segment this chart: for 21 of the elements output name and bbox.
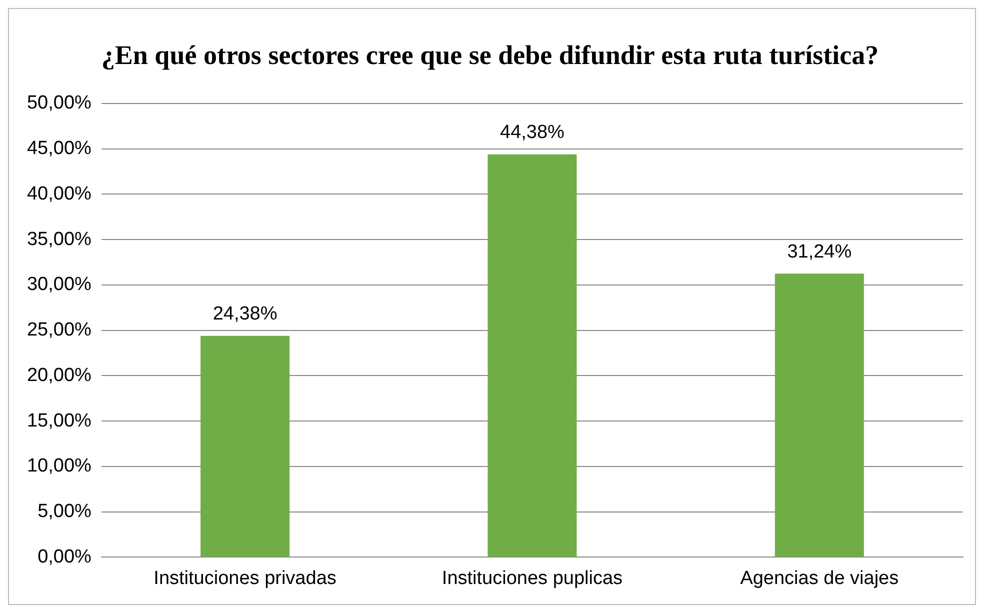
bar bbox=[200, 336, 290, 557]
y-tick-label: 50,00% bbox=[26, 92, 92, 114]
data-label: 24,38% bbox=[212, 304, 278, 325]
x-tick-label: Agencias de viajes bbox=[740, 568, 899, 589]
y-tick-label: 20,00% bbox=[26, 364, 92, 386]
x-tick-label: Instituciones privadas bbox=[154, 568, 336, 589]
y-tick-label: 10,00% bbox=[26, 456, 92, 477]
y-tick-label: 25,00% bbox=[26, 320, 92, 341]
data-label: 44,38% bbox=[500, 122, 565, 144]
y-tick-label: 40,00% bbox=[26, 183, 92, 204]
bar bbox=[774, 274, 864, 557]
y-tick-label: 45,00% bbox=[26, 138, 92, 160]
y-tick-label: 35,00% bbox=[26, 228, 92, 250]
bar bbox=[488, 154, 577, 557]
data-label: 31,24% bbox=[787, 241, 852, 262]
y-tick-label: 0,00% bbox=[38, 546, 92, 568]
y-tick-label: 5,00% bbox=[38, 501, 92, 522]
y-tick-label: 15,00% bbox=[26, 410, 92, 432]
y-tick-label: 30,00% bbox=[26, 274, 92, 296]
x-tick-label: Instituciones puplicas bbox=[442, 568, 623, 589]
chart-title: ¿En qué otros sectores cree que se debe difundir esta ruta turística? bbox=[101, 40, 879, 70]
